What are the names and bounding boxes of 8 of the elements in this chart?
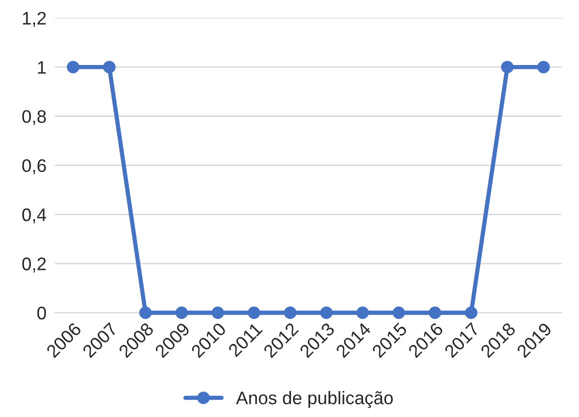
y-tick-label: 0,8	[22, 110, 46, 126]
y-tick-label: 1,2	[22, 12, 46, 27]
y-tick-label: 1	[38, 61, 46, 74]
y-tick-label: 0	[37, 306, 46, 320]
y-tick-label: 0,6	[22, 159, 46, 174]
legend-label: Anos de publicação	[236, 391, 393, 408]
y-tick-label: 0,4	[22, 208, 46, 224]
y-tick-label: 0,2	[22, 258, 46, 272]
